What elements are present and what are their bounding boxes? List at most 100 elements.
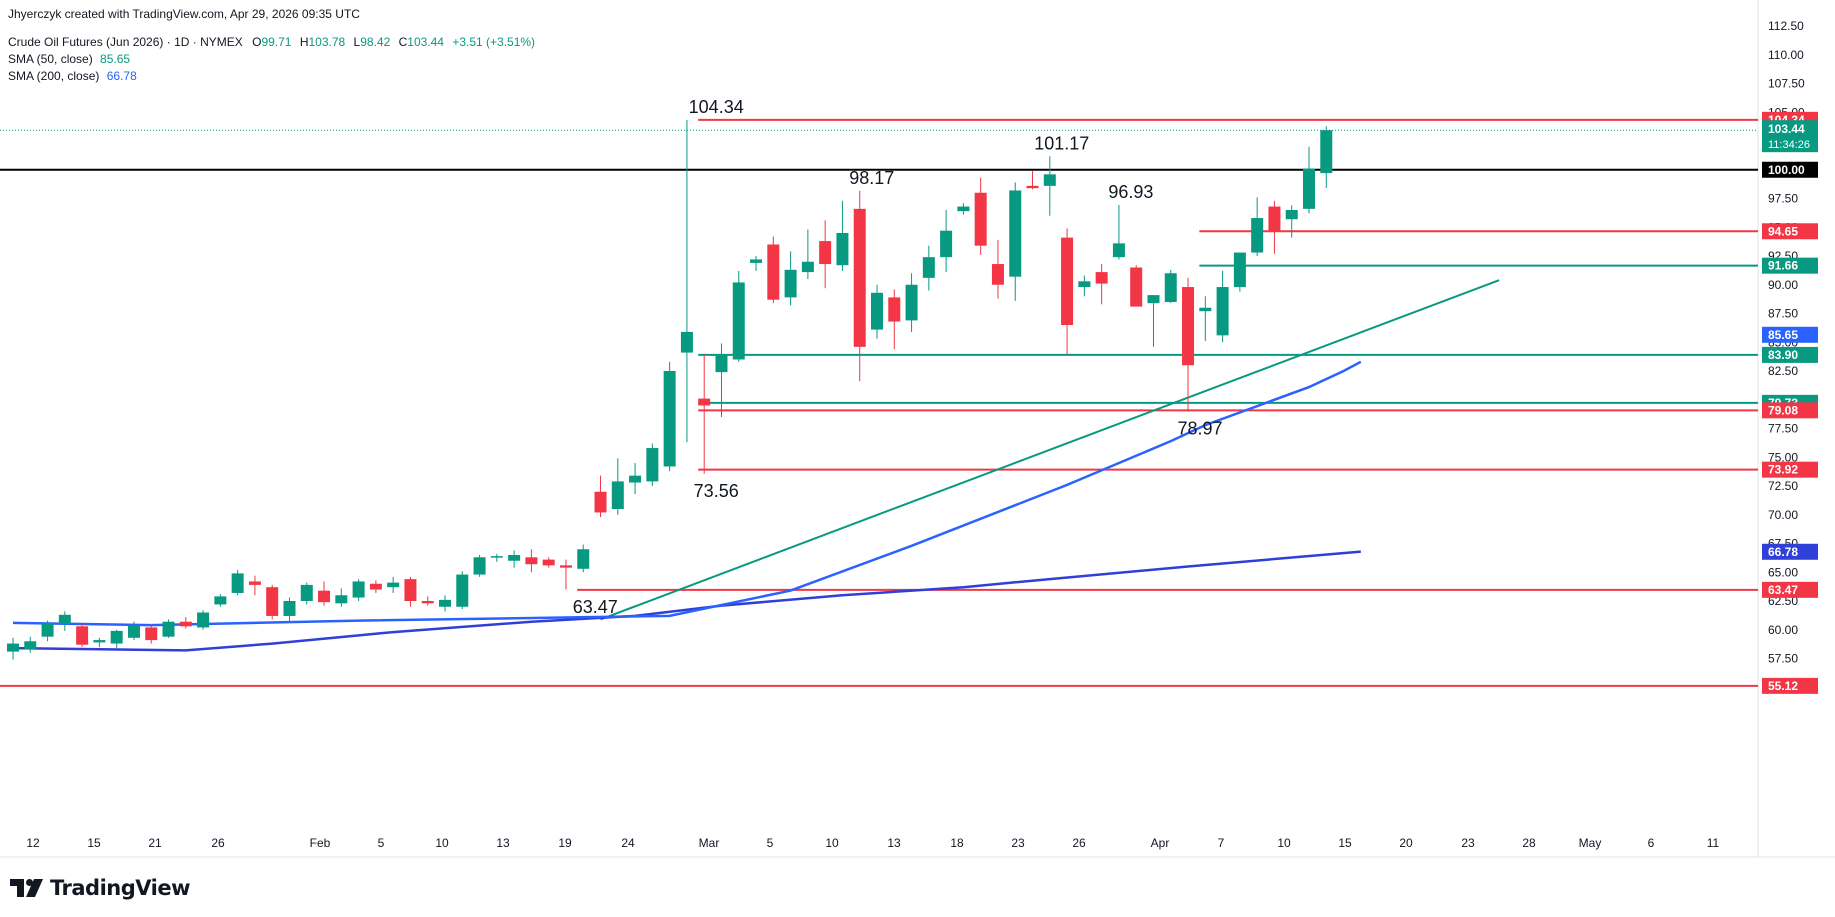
time-tick: 20 xyxy=(1399,836,1413,850)
ohlc-open: 99.71 xyxy=(261,35,292,49)
uptrend-line xyxy=(600,279,1500,621)
time-tick: May xyxy=(1579,836,1602,850)
price-annotation: 98.17 xyxy=(849,168,894,188)
candle-body xyxy=(1164,273,1177,302)
price-tag-label: 73.92 xyxy=(1768,463,1798,477)
sma200-legend[interactable]: SMA (200, close) 66.78 xyxy=(8,69,137,83)
price-tag-label: 66.78 xyxy=(1768,545,1798,559)
sma50-value: 85.65 xyxy=(100,52,131,66)
price-tick: 112.50 xyxy=(1768,19,1804,33)
price-tag-label: 79.08 xyxy=(1768,403,1798,417)
candle-body xyxy=(1112,243,1125,258)
candle-body xyxy=(439,599,451,607)
price-tick: 110.00 xyxy=(1768,48,1804,62)
candle-body xyxy=(819,241,832,265)
candle-body xyxy=(1233,252,1246,288)
candle-body xyxy=(214,596,227,605)
candle-body xyxy=(1285,210,1298,220)
sma200-line xyxy=(12,550,1361,652)
candle-body xyxy=(836,233,849,266)
price-tick: 107.50 xyxy=(1768,77,1805,91)
ohlc-close: 103.44 xyxy=(407,35,444,49)
candle-body xyxy=(784,269,797,298)
candle-body xyxy=(110,630,123,644)
candle-body xyxy=(127,625,140,638)
candle-body xyxy=(905,284,918,321)
price-annotations: 104.34 101.17 98.17 96.93 73.56 78.97 63.47 xyxy=(573,97,1223,617)
ohlc-low: 98.42 xyxy=(360,35,391,49)
candle-body xyxy=(266,587,279,616)
price-axis-tags: 104.34100.0094.6591.6685.6583.9079.7379.… xyxy=(1762,111,1818,694)
price-tick: 87.50 xyxy=(1768,307,1798,321)
price-tag-label: 94.65 xyxy=(1768,224,1798,238)
price-tag-label: 91.66 xyxy=(1768,259,1798,273)
candle-body xyxy=(162,621,175,637)
price-tag-bg xyxy=(1762,677,1818,694)
price-tag-bg xyxy=(1762,161,1818,178)
time-tick: 26 xyxy=(211,836,225,850)
price-tick: 77.50 xyxy=(1768,422,1798,436)
time-tick: Apr xyxy=(1151,836,1170,850)
candle-body xyxy=(715,354,728,373)
price-tag-bg xyxy=(1762,223,1818,240)
candle-body xyxy=(1061,237,1074,325)
candle-body xyxy=(58,614,71,624)
candle-body xyxy=(922,257,935,278)
author-line: Jhyerczyk created with TradingView.com, … xyxy=(8,7,360,21)
candle-body xyxy=(335,595,348,604)
time-tick: 13 xyxy=(496,836,510,850)
candle-body xyxy=(1199,307,1212,312)
candle-body xyxy=(421,601,434,604)
candles xyxy=(7,119,1333,660)
tradingview-logo[interactable]: TradingView xyxy=(10,876,190,900)
time-tick: 18 xyxy=(950,836,964,850)
time-tick: 10 xyxy=(1277,836,1291,850)
sma50-label: SMA (50, close) xyxy=(8,52,93,66)
candle-body xyxy=(974,192,987,246)
candle-body xyxy=(853,208,866,347)
price-tick: 97.50 xyxy=(1768,192,1798,206)
candle-body xyxy=(300,584,313,601)
candle-body xyxy=(490,556,503,558)
candle-body xyxy=(1026,185,1039,189)
horizontal-levels xyxy=(0,118,1758,687)
price-tag-bg xyxy=(1762,326,1818,343)
price-tag-bg xyxy=(1762,461,1818,478)
candle-body xyxy=(197,612,210,628)
price-tick: 75.00 xyxy=(1768,450,1798,464)
time-tick: 24 xyxy=(621,836,635,850)
price-tag-bg xyxy=(1762,257,1818,274)
price-tick: 57.50 xyxy=(1768,652,1798,666)
price-tag-label: 85.65 xyxy=(1768,328,1798,342)
price-tag-bg xyxy=(1762,402,1818,419)
candle-body xyxy=(594,491,607,513)
candle-body xyxy=(629,475,642,483)
price-tick: 70.00 xyxy=(1768,508,1798,522)
candle-body xyxy=(231,573,244,593)
candle-body xyxy=(646,448,659,482)
candle-body xyxy=(611,481,624,509)
candle-body xyxy=(508,555,521,561)
candle-body xyxy=(352,581,365,598)
ohlc-open-label: O xyxy=(252,35,262,49)
symbol-legend: Crude Oil Futures (Jun 2026) · 1D · NYME… xyxy=(8,35,535,49)
time-axis-ticks: 12 15 21 26 Feb 5 10 13 19 24 Mar 5 10 13 18 23 26 Apr 7 10… xyxy=(26,836,1719,850)
price-tag-bg xyxy=(1762,346,1818,363)
candle-body xyxy=(663,371,676,467)
price-tag-bg xyxy=(1762,581,1818,598)
candle-body xyxy=(1009,190,1022,277)
candle-body xyxy=(871,292,883,330)
candle-body xyxy=(1043,174,1056,186)
price-tag-label: 83.90 xyxy=(1768,348,1798,362)
price-tick: 90.00 xyxy=(1768,278,1798,292)
candle-body xyxy=(559,565,572,568)
time-tick: 23 xyxy=(1011,836,1025,850)
sma50-legend[interactable]: SMA (50, close) 85.65 xyxy=(8,52,130,66)
time-tick: 6 xyxy=(1648,836,1655,850)
candle-body xyxy=(76,626,89,645)
candle-body xyxy=(991,264,1004,285)
candle-body xyxy=(387,582,400,588)
candle-body xyxy=(1147,295,1160,304)
candle-body xyxy=(801,261,814,273)
